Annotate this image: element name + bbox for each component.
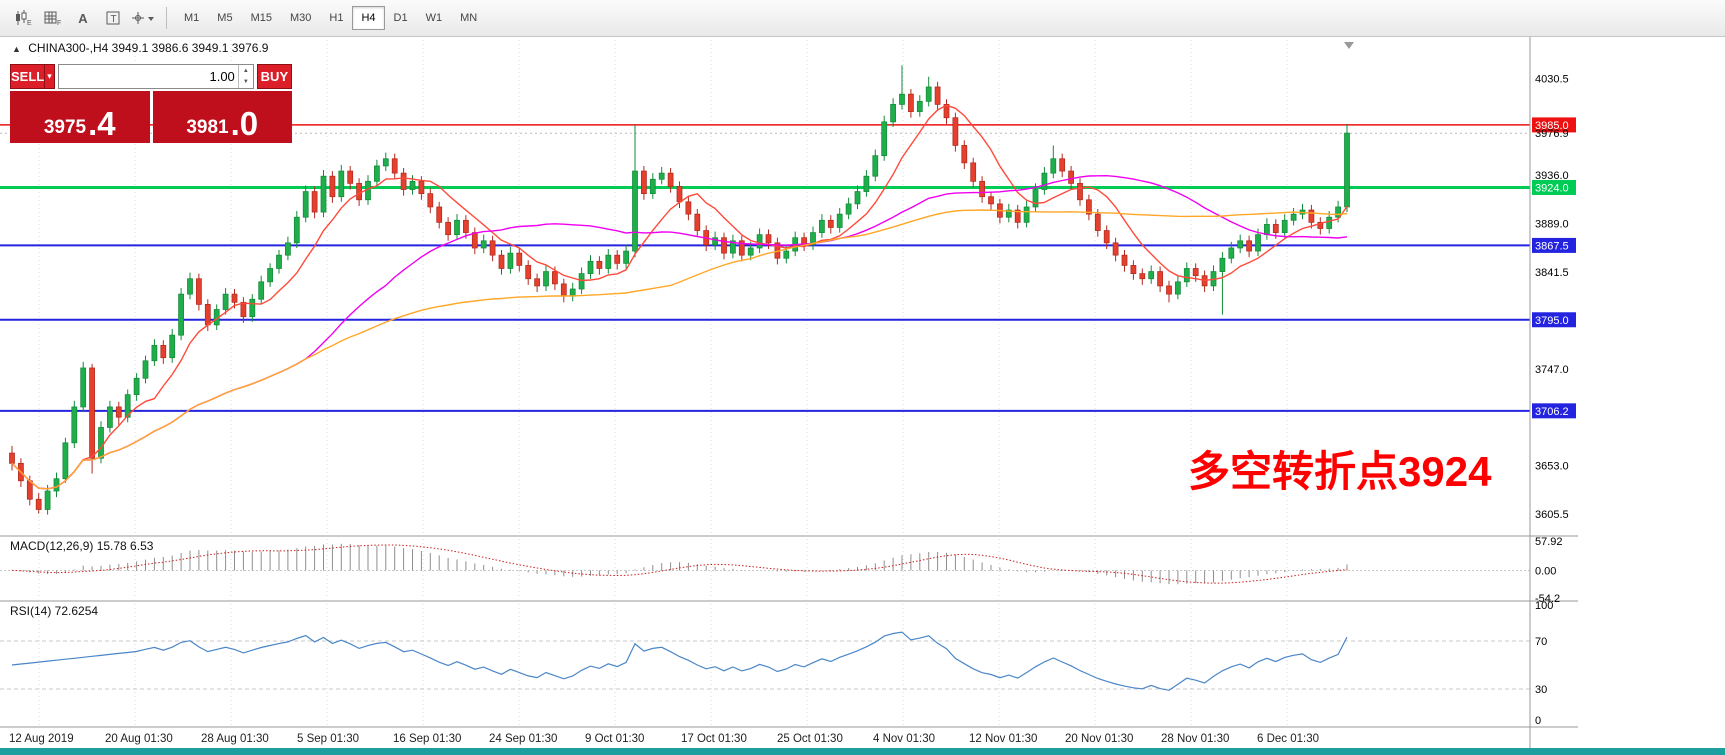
time-axis-label: 20 Nov 01:30	[1065, 733, 1133, 745]
macd-signal-line	[11, 544, 1348, 584]
macd-indicator-label: MACD(12,26,9) 15.78 6.53	[10, 539, 154, 553]
buy-price-main: 3981	[186, 117, 229, 139]
candlestick-tool-icon[interactable]: E	[8, 5, 38, 31]
candles	[9, 65, 1350, 515]
timeframe-H4[interactable]: H4	[352, 6, 385, 30]
grid-tool-icon[interactable]: F	[38, 5, 68, 31]
rsi-axis-label: 70	[1535, 636, 1547, 648]
time-axis-label: 20 Aug 01:30	[105, 733, 173, 745]
sell-button[interactable]: SELL	[10, 64, 46, 89]
symbol-name: CHINA300-,H4	[28, 41, 109, 55]
symbol-ohlc-values: 3949.1 3986.6 3949.1 3976.9	[111, 41, 269, 55]
price-axis-label: 3605.5	[1535, 509, 1569, 521]
sell-price-main: 3975	[43, 117, 87, 139]
timeframe-M15[interactable]: M15	[242, 6, 281, 30]
timeframe-M5[interactable]: M5	[208, 6, 241, 30]
timeframe-group: M1 M5 M15 M30 H1 H4 D1 W1 MN	[175, 6, 486, 30]
price-badge	[1532, 237, 1576, 253]
panel-collapse-icon[interactable]: ▲	[12, 44, 21, 54]
svg-text:E: E	[27, 20, 32, 26]
chart-shift-marker-icon[interactable]	[1344, 42, 1354, 49]
grid-lines	[38, 40, 1288, 725]
sell-price-pips: .4	[88, 104, 116, 142]
timeframe-W1[interactable]: W1	[417, 6, 452, 30]
price-badge-label: 3706.2	[1535, 406, 1569, 418]
volume-increase-icon[interactable]: ▲	[242, 67, 249, 74]
toolbar-separator	[166, 7, 167, 29]
price-axis-label: 3889.0	[1535, 218, 1569, 230]
price-level-lines	[0, 124, 1530, 412]
timeframe-H1[interactable]: H1	[320, 6, 352, 30]
rsi-indicator-label: RSI(14) 72.6254	[10, 604, 99, 618]
rsi-axis-label: 100	[1535, 600, 1553, 612]
trade-prices-row: 3975 .4 3981 .0	[10, 91, 292, 143]
price-axis-label: 3976.9	[1535, 128, 1569, 140]
macd-axis-label: 57.92	[1535, 536, 1563, 548]
price-badge	[1532, 403, 1576, 419]
mid-ma-line	[11, 174, 1348, 490]
macd-axis-label: -54.2	[1535, 593, 1560, 605]
time-axis-label: 12 Nov 01:30	[969, 733, 1037, 745]
slow-ma-line	[11, 209, 1348, 490]
time-axis-label: 5 Sep 01:30	[297, 733, 359, 745]
price-axis-label: 3747.0	[1535, 364, 1569, 376]
order-options-dropdown-icon[interactable]: ▾	[45, 64, 55, 89]
timeframe-M30[interactable]: M30	[281, 6, 320, 30]
svg-text:F: F	[57, 20, 61, 26]
price-axis-label: 3653.0	[1535, 460, 1569, 472]
time-axis-label: 24 Sep 01:30	[489, 733, 557, 745]
macd-histogram	[20, 543, 1348, 585]
price-axis-label: 3841.5	[1535, 267, 1569, 279]
price-badge-label: 3985.0	[1535, 120, 1569, 132]
trade-buttons-row: SELL ▾ ▲ ▼ BUY	[10, 64, 292, 89]
rsi-axis-label: 0	[1535, 715, 1541, 727]
time-axis-label: 25 Oct 01:30	[777, 733, 843, 745]
price-axis-label: 4030.5	[1535, 73, 1569, 85]
price-badge	[1532, 117, 1576, 133]
moving-average-lines	[11, 104, 1348, 490]
time-axis-label: 17 Oct 01:30	[681, 733, 747, 745]
time-axis-label: 28 Nov 01:30	[1161, 733, 1229, 745]
buy-price-pips: .0	[230, 104, 259, 142]
rsi-axis-label: 30	[1535, 684, 1547, 696]
svg-text:T: T	[111, 14, 117, 25]
time-axis-label: 6 Dec 01:30	[1257, 733, 1319, 745]
bottom-strip	[0, 748, 1725, 755]
one-click-trade-panel: SELL ▾ ▲ ▼ BUY 3975 .4 3981 .0	[10, 64, 292, 143]
text-tool-icon[interactable]: A	[68, 5, 98, 31]
price-axis-label: 3936.0	[1535, 170, 1569, 182]
sell-price-panel[interactable]: 3975 .4	[10, 91, 150, 143]
timeframe-MN[interactable]: MN	[451, 6, 486, 30]
crosshair-tool-icon[interactable]	[128, 5, 158, 31]
volume-stepper: ▲ ▼	[237, 65, 253, 88]
price-badge-label: 3795.0	[1535, 315, 1569, 327]
price-badge-label: 3867.5	[1535, 240, 1569, 252]
timeframe-M1[interactable]: M1	[175, 6, 208, 30]
volume-box: ▲ ▼	[57, 64, 254, 89]
time-axis-label: 4 Nov 01:30	[873, 733, 935, 745]
rsi-line	[11, 631, 1348, 691]
macd-axis-label: 0.00	[1535, 565, 1556, 577]
buy-price-panel[interactable]: 3981 .0	[152, 91, 292, 143]
time-axis-label: 28 Aug 01:30	[201, 733, 269, 745]
template-tool-icon[interactable]: T	[98, 5, 128, 31]
toolbar: E F A T M1 M5 M15 M30 H1 H4 D1 W1 MN	[0, 0, 1725, 37]
volume-decrease-icon[interactable]: ▼	[242, 79, 249, 86]
buy-button[interactable]: BUY	[256, 64, 292, 89]
time-axis: 12 Aug 2019 20 Aug 01:30 28 Aug 01:30 5 Sep…	[9, 733, 1319, 745]
volume-input[interactable]	[58, 65, 238, 88]
timeframe-D1[interactable]: D1	[385, 6, 417, 30]
fast-ma-line	[11, 104, 1348, 490]
annotation-text: 多空转折点3924	[1188, 448, 1492, 495]
time-axis-label: 9 Oct 01:30	[585, 733, 644, 745]
symbol-info-line: ▲ CHINA300-,H4 3949.1 3986.6 3949.1 3976…	[12, 41, 268, 55]
price-badge-label: 3924.0	[1535, 182, 1569, 194]
price-badge	[1532, 179, 1576, 195]
time-axis-label: 16 Sep 01:30	[393, 733, 461, 745]
time-axis-label: 12 Aug 2019	[9, 733, 74, 745]
price-badge	[1532, 312, 1576, 328]
